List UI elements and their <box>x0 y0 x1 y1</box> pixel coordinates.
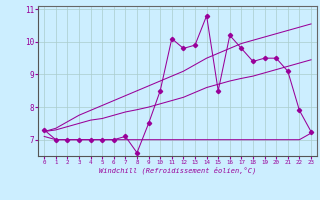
X-axis label: Windchill (Refroidissement éolien,°C): Windchill (Refroidissement éolien,°C) <box>99 167 256 174</box>
